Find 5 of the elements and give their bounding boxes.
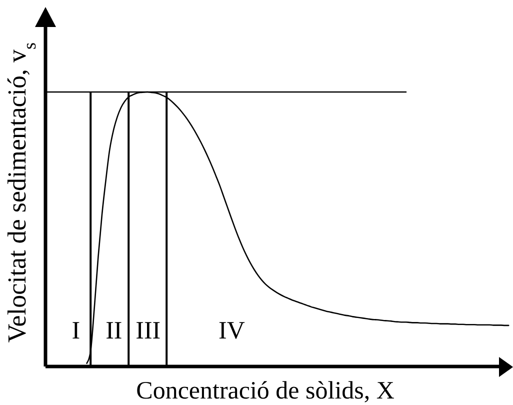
x-axis-title: Concentració de sòlids, X xyxy=(136,378,394,404)
x-tick-label: II xyxy=(106,318,122,344)
x-tick-label: I xyxy=(72,318,80,344)
x-tick-label: III xyxy=(136,318,161,344)
x-tick-label: IV xyxy=(218,318,245,344)
